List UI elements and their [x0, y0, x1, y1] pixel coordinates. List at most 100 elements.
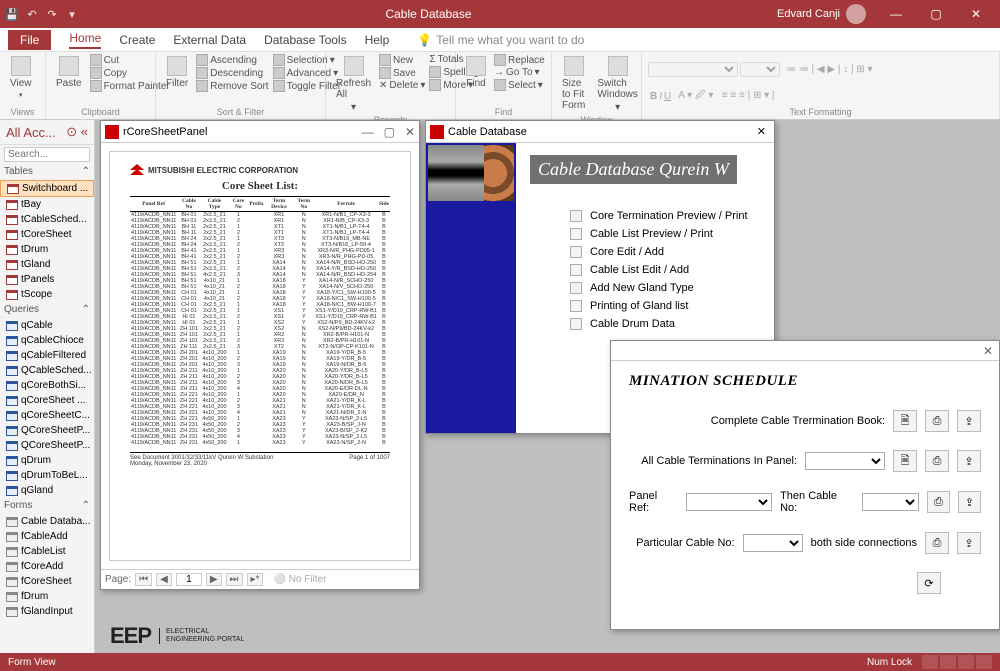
fontsize-select[interactable] [740, 62, 780, 77]
nav-query-item[interactable]: QCableSched... [0, 363, 94, 378]
qat-undo-icon[interactable]: ↶ [24, 6, 40, 22]
nav-form-item[interactable]: Cable Databa... [0, 514, 94, 529]
tab-home[interactable]: Home [69, 31, 101, 49]
nav-query-item[interactable]: QCoreSheetP... [0, 438, 94, 453]
nav-query-item[interactable]: qCableChioce [0, 333, 94, 348]
checkbox-icon[interactable] [570, 228, 582, 240]
nav-query-item[interactable]: qCoreBothSi... [0, 378, 94, 393]
goto-button[interactable]: → Go To ▾ [494, 67, 545, 78]
nav-query-item[interactable]: qDrumToBeL... [0, 468, 94, 483]
nav-table-item[interactable]: tCableSched... [0, 212, 94, 227]
nav-form-item[interactable]: fDrum [0, 589, 94, 604]
tell-me[interactable]: 💡 Tell me what you want to do [417, 33, 584, 47]
pager-new-icon[interactable]: ▸* [247, 573, 264, 586]
preview-icon[interactable]: 🗎 [893, 410, 917, 432]
size-form-button[interactable]: Size to Fit Form [558, 54, 589, 113]
select-button[interactable]: Select ▾ [494, 79, 545, 91]
close-icon[interactable]: ✕ [405, 125, 415, 139]
nav-query-item[interactable]: qDrum [0, 453, 94, 468]
pager-last-icon[interactable]: ⏭ [226, 573, 243, 586]
delete-button[interactable]: ✕Delete ▾ [379, 80, 425, 91]
nav-form-item[interactable]: fCoreAdd [0, 559, 94, 574]
nav-query-item[interactable]: qGland [0, 483, 94, 498]
nav-title[interactable]: All Acc... [6, 125, 56, 140]
collapse-icon[interactable]: ⌃ [82, 166, 90, 177]
export-icon[interactable]: ⇪ [957, 450, 981, 472]
save-rec-button[interactable]: Save [379, 67, 425, 79]
tab-help[interactable]: Help [365, 33, 390, 47]
nav-form-item[interactable]: fCableAdd [0, 529, 94, 544]
nav-form-item[interactable]: fGlandInput [0, 604, 94, 619]
min-icon[interactable]: ― [362, 125, 374, 139]
nav-table-item[interactable]: tGland [0, 257, 94, 272]
close-icon[interactable]: ✕ [983, 344, 993, 358]
db-option[interactable]: Cable List Edit / Add [570, 264, 760, 276]
filter-button[interactable]: Filter [162, 54, 192, 91]
qat-redo-icon[interactable]: ↷ [44, 6, 60, 22]
nav-form-item[interactable]: fCableList [0, 544, 94, 559]
descending-button[interactable]: Descending [196, 67, 268, 79]
avatar[interactable] [846, 4, 866, 24]
nav-query-item[interactable]: qCoreSheet ... [0, 393, 94, 408]
nav-table-item[interactable]: tDrum [0, 242, 94, 257]
db-option[interactable]: Core Edit / Add [570, 246, 760, 258]
nav-search-input[interactable] [4, 147, 90, 162]
view-btn-2[interactable] [940, 655, 956, 669]
refresh-button[interactable]: Refresh All ▾ [332, 54, 375, 115]
checkbox-icon[interactable] [570, 210, 582, 222]
max-icon[interactable]: ▢ [384, 125, 395, 139]
checkbox-icon[interactable] [570, 246, 582, 258]
nav-collapse-icon[interactable]: ⊙ « [66, 124, 88, 140]
preview-icon[interactable]: 🗎 [893, 450, 917, 472]
db-option[interactable]: Printing of Gland list [570, 300, 760, 312]
pager-first-icon[interactable]: ⏮ [135, 573, 152, 586]
ascending-button[interactable]: Ascending [196, 54, 268, 66]
find-button[interactable]: Find [462, 54, 490, 91]
nav-query-item[interactable]: qCableFiltered [0, 348, 94, 363]
tab-external-data[interactable]: External Data [173, 33, 246, 47]
close-icon[interactable]: ✕ [956, 0, 996, 28]
cable-no-select[interactable] [862, 493, 919, 511]
checkbox-icon[interactable] [570, 318, 582, 330]
user-area[interactable]: Edvard Canji [777, 4, 866, 24]
export-icon[interactable]: ⇪ [958, 491, 981, 513]
pager-num-input[interactable] [176, 573, 202, 586]
print-icon[interactable]: ⎙ [925, 532, 949, 554]
qat-more-icon[interactable]: ▾ [64, 6, 80, 22]
nav-form-item[interactable]: fCoreSheet [0, 574, 94, 589]
db-option[interactable]: Cable List Preview / Print [570, 228, 760, 240]
close-icon[interactable]: ✕ [753, 125, 770, 138]
remove-sort-button[interactable]: Remove Sort [196, 80, 268, 92]
pager-prev-icon[interactable]: ◀ [156, 573, 172, 586]
checkbox-icon[interactable] [570, 282, 582, 294]
minimize-icon[interactable]: ― [876, 0, 916, 28]
nav-query-item[interactable]: qCoreSheetC... [0, 408, 94, 423]
nav-table-item[interactable]: Switchboard ... [0, 180, 94, 197]
checkbox-icon[interactable] [570, 264, 582, 276]
print-icon[interactable]: ⎙ [925, 410, 949, 432]
paste-button[interactable]: Paste [52, 54, 86, 91]
nav-table-item[interactable]: tCoreSheet [0, 227, 94, 242]
view-btn-4[interactable] [976, 655, 992, 669]
maximize-icon[interactable]: ▢ [916, 0, 956, 28]
new-button[interactable]: New [379, 54, 425, 66]
qat-save-icon[interactable]: 💾 [4, 6, 20, 22]
nav-table-item[interactable]: tScope [0, 287, 94, 302]
pager-next-icon[interactable]: ▶ [206, 573, 222, 586]
particular-cable-select[interactable] [743, 534, 803, 552]
tab-file[interactable]: File [8, 30, 51, 50]
nav-table-item[interactable]: tBay [0, 197, 94, 212]
export-icon[interactable]: ⇪ [957, 410, 981, 432]
nav-query-item[interactable]: QCoreSheetP... [0, 423, 94, 438]
checkbox-icon[interactable] [570, 300, 582, 312]
view-btn-1[interactable] [922, 655, 938, 669]
collapse-icon[interactable]: ⌃ [82, 304, 90, 315]
nav-query-item[interactable]: qCable [0, 318, 94, 333]
panel-select[interactable] [805, 452, 885, 470]
tab-database-tools[interactable]: Database Tools [264, 33, 347, 47]
print-icon[interactable]: ⎙ [927, 491, 950, 513]
tab-create[interactable]: Create [119, 33, 155, 47]
switch-win-button[interactable]: Switch Windows ▾ [593, 54, 642, 115]
print-icon[interactable]: ⎙ [925, 450, 949, 472]
nav-table-item[interactable]: tPanels [0, 272, 94, 287]
